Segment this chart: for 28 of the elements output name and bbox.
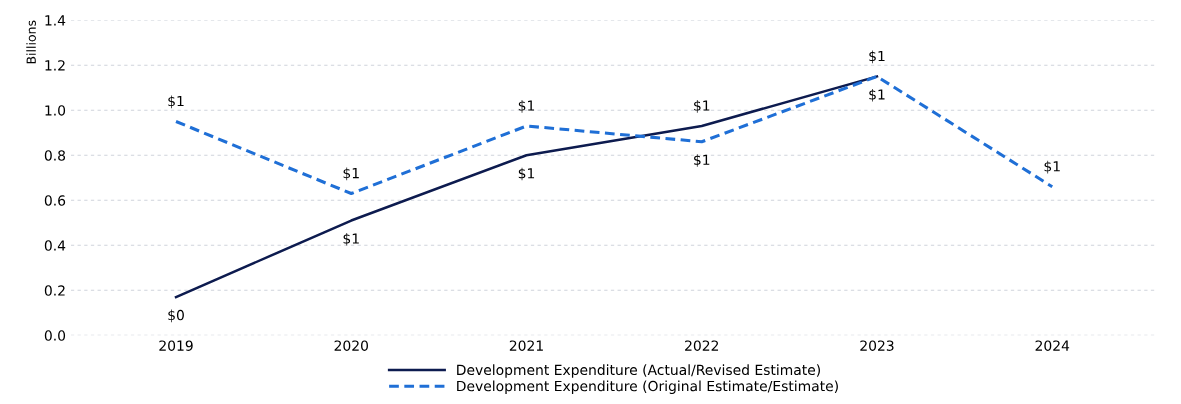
x-tick-label: 2024 <box>1035 340 1070 351</box>
data-label: $1 <box>518 167 535 181</box>
x-tick-label: 2019 <box>159 340 193 351</box>
data-label: $0 <box>168 309 184 323</box>
data-label: $1 <box>343 167 359 181</box>
data-label: $1 <box>869 50 885 64</box>
x-tick-label: 2021 <box>509 340 543 351</box>
y-tick-label: 1.2 <box>45 60 65 71</box>
y-tick-label: 0.0 <box>44 330 66 341</box>
legend-label: Development Expenditure (Original Estimate/Estimate) <box>457 380 838 394</box>
data-label: $1 <box>694 154 710 167</box>
data-label: $1 <box>1044 160 1060 174</box>
y-tick-label: 0.4 <box>44 240 66 251</box>
x-tick-label: 2023 <box>860 340 894 351</box>
y-tick-label: 1.4 <box>45 15 66 26</box>
y-tick-label: 0.6 <box>44 195 66 206</box>
data-label: $1 <box>518 100 535 113</box>
data-label: $1 <box>869 88 885 102</box>
x-tick-label: 2022 <box>685 340 719 351</box>
x-tick-label: 2020 <box>334 340 368 351</box>
y-tick-label: 0.8 <box>44 150 66 161</box>
data-label: $1 <box>343 233 359 246</box>
legend-label: Development Expenditure (Actual/Revised Estimate) <box>457 364 820 378</box>
data-label: $1 <box>168 95 184 109</box>
y-tick-label: 1.0 <box>45 105 66 116</box>
data-label: $1 <box>694 100 710 113</box>
y-tick-label: 0.2 <box>44 285 65 296</box>
y-axis-title: Billions <box>26 20 36 64</box>
